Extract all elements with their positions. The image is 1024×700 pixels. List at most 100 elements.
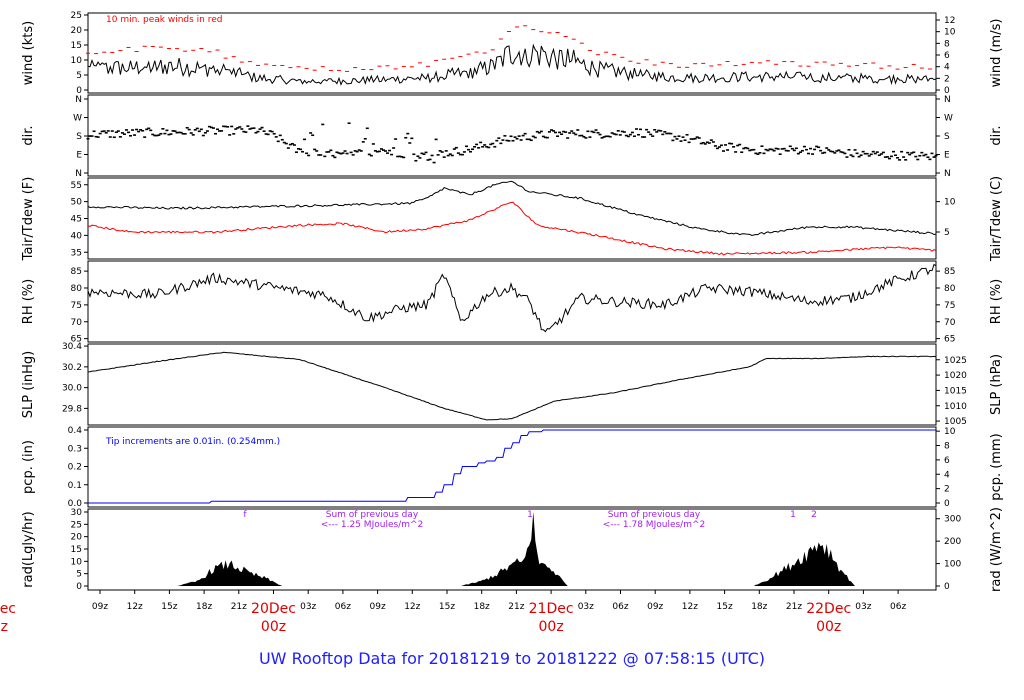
tick-label: 55 <box>71 181 82 191</box>
tick-label: 1025 <box>944 356 967 366</box>
tick-label: 10 <box>71 557 83 567</box>
tick-label: 15 <box>71 41 82 51</box>
day-label-cut: z <box>1 619 8 635</box>
tick-label: 0.3 <box>68 444 82 454</box>
tick-label: E <box>944 151 950 161</box>
tick-label: 6 <box>944 51 950 61</box>
temp-frame <box>87 177 937 260</box>
x-tick-label: 15z <box>439 602 455 612</box>
rad-left-axis: 30 25 20 15 10 5 0 <box>71 508 88 592</box>
dir-scatter <box>86 122 938 164</box>
pcp-left-axis: 0.4 0.3 0.2 0.1 0.0 <box>68 426 88 509</box>
tick-label: 0.4 <box>68 426 83 436</box>
pcp-ylabel-right: pcp. (mm) <box>989 433 1004 500</box>
tick-label: W <box>944 114 953 124</box>
dir-ylabel-right: dir. <box>989 125 1004 145</box>
dir-ylabel-left: dir. <box>21 125 36 145</box>
tick-label: 10 <box>944 28 956 38</box>
tick-label: 10 <box>71 56 83 66</box>
slp-right-axis: 1025 1020 1015 1010 1005 <box>936 356 967 427</box>
tick-label: 25 <box>71 11 82 21</box>
rad-note-line: Sum of previous day <box>608 510 701 520</box>
tick-label: 2 <box>944 74 950 84</box>
wind-peak-series <box>86 25 932 72</box>
tick-label: 45 <box>71 215 82 225</box>
x-tick-label: 09z <box>647 602 663 612</box>
wind-left-axis: 25 20 15 10 5 0 <box>71 11 88 96</box>
tick-label: N <box>944 169 951 179</box>
tick-label: 0.0 <box>68 499 83 509</box>
tick-label: 5 <box>76 71 82 81</box>
tick-label: 1015 <box>944 386 967 396</box>
tick-label: N <box>944 95 951 105</box>
rad-mark: 1 <box>527 510 533 520</box>
tick-label: 5 <box>76 570 82 580</box>
tick-label: S <box>944 132 950 142</box>
tick-label: 70 <box>944 318 956 328</box>
wind-ylabel-left: wind (kts) <box>21 21 36 85</box>
chart-title: UW Rooftop Data for 20181219 to 20181222… <box>258 649 766 668</box>
pcp-annotation: Tip increments are 0.01in. (0.254mm.) <box>105 437 280 447</box>
tick-label: 2 <box>944 485 950 495</box>
wind-right-axis: 12 108 6 42 0 <box>936 16 956 96</box>
tick-label: 30.4 <box>62 342 82 352</box>
slp-line <box>87 351 937 421</box>
rh-ylabel-left: RH (%) <box>21 279 36 324</box>
x-axis: 09z 12z 15z 18z 21z 20Dec 00z 03z 06z 09z 12z 15z 18… <box>0 590 906 635</box>
rad-mark: 2 <box>811 510 817 520</box>
tick-label: 15 <box>71 545 82 555</box>
tick-label: 8 <box>944 39 950 49</box>
pcp-ylabel-left: pcp. (in) <box>21 440 36 494</box>
tick-label: 40 <box>71 231 83 241</box>
tick-label: 75 <box>71 301 82 311</box>
rh-left-axis: 85 80 75 70 65 <box>71 267 88 345</box>
rad-mark: f <box>243 510 247 520</box>
rad-mark: 1 <box>790 510 796 520</box>
tick-label: 1010 <box>944 402 967 412</box>
tick-label: 12 <box>944 16 955 26</box>
x-tick-label: 12z <box>404 602 420 612</box>
tick-label: 0 <box>944 582 950 592</box>
x-tick-label: 15z <box>161 602 177 612</box>
tick-label: 35 <box>71 248 82 258</box>
rad-note-line: Sum of previous day <box>326 510 419 520</box>
tick-label: 50 <box>71 198 83 208</box>
x-tick-label: 18z <box>196 602 212 612</box>
tick-label: 6 <box>944 456 950 466</box>
temp-right-axis: 10 5 <box>936 198 956 238</box>
x-tick-label: 03z <box>855 602 871 612</box>
temp-air-line <box>87 180 937 237</box>
tick-label: 30 <box>71 508 83 518</box>
tick-label: 0.2 <box>68 463 82 473</box>
tick-label: 10 <box>944 427 956 437</box>
wind-ylabel-right: wind (m/s) <box>989 19 1004 88</box>
x-tick-label: 12z <box>682 602 698 612</box>
pcp-right-axis: 10 8 6 4 2 0 <box>936 427 956 509</box>
x-tick-label: 18z <box>474 602 490 612</box>
rad-right-axis: 300 200 100 0 <box>936 515 961 592</box>
wind-frame <box>87 12 937 94</box>
temp-ylabel-left: Tair/Tdew (F) <box>21 177 36 262</box>
temp-ylabel-right: Tair/Tdew (C) <box>989 176 1004 262</box>
tick-label: S <box>76 132 82 142</box>
day-label-hour: 00z <box>261 619 286 635</box>
x-tick-label: 21z <box>508 602 524 612</box>
x-tick-label: 03z <box>300 602 316 612</box>
tick-label: 80 <box>71 284 83 294</box>
day-label-cut: ec <box>0 601 16 617</box>
tick-label: 10 <box>944 198 956 208</box>
tick-label: 85 <box>71 267 82 277</box>
slp-frame <box>87 343 937 426</box>
tick-label: 0 <box>76 582 82 592</box>
rad-day2-area <box>460 511 568 586</box>
tick-label: 65 <box>944 335 955 345</box>
day-label-hour: 00z <box>539 619 564 635</box>
tick-label: 80 <box>944 284 956 294</box>
tick-label: 1005 <box>944 417 967 427</box>
x-tick-label: 21z <box>231 602 247 612</box>
tick-label: 85 <box>944 267 955 277</box>
x-tick-label: 06z <box>612 602 628 612</box>
